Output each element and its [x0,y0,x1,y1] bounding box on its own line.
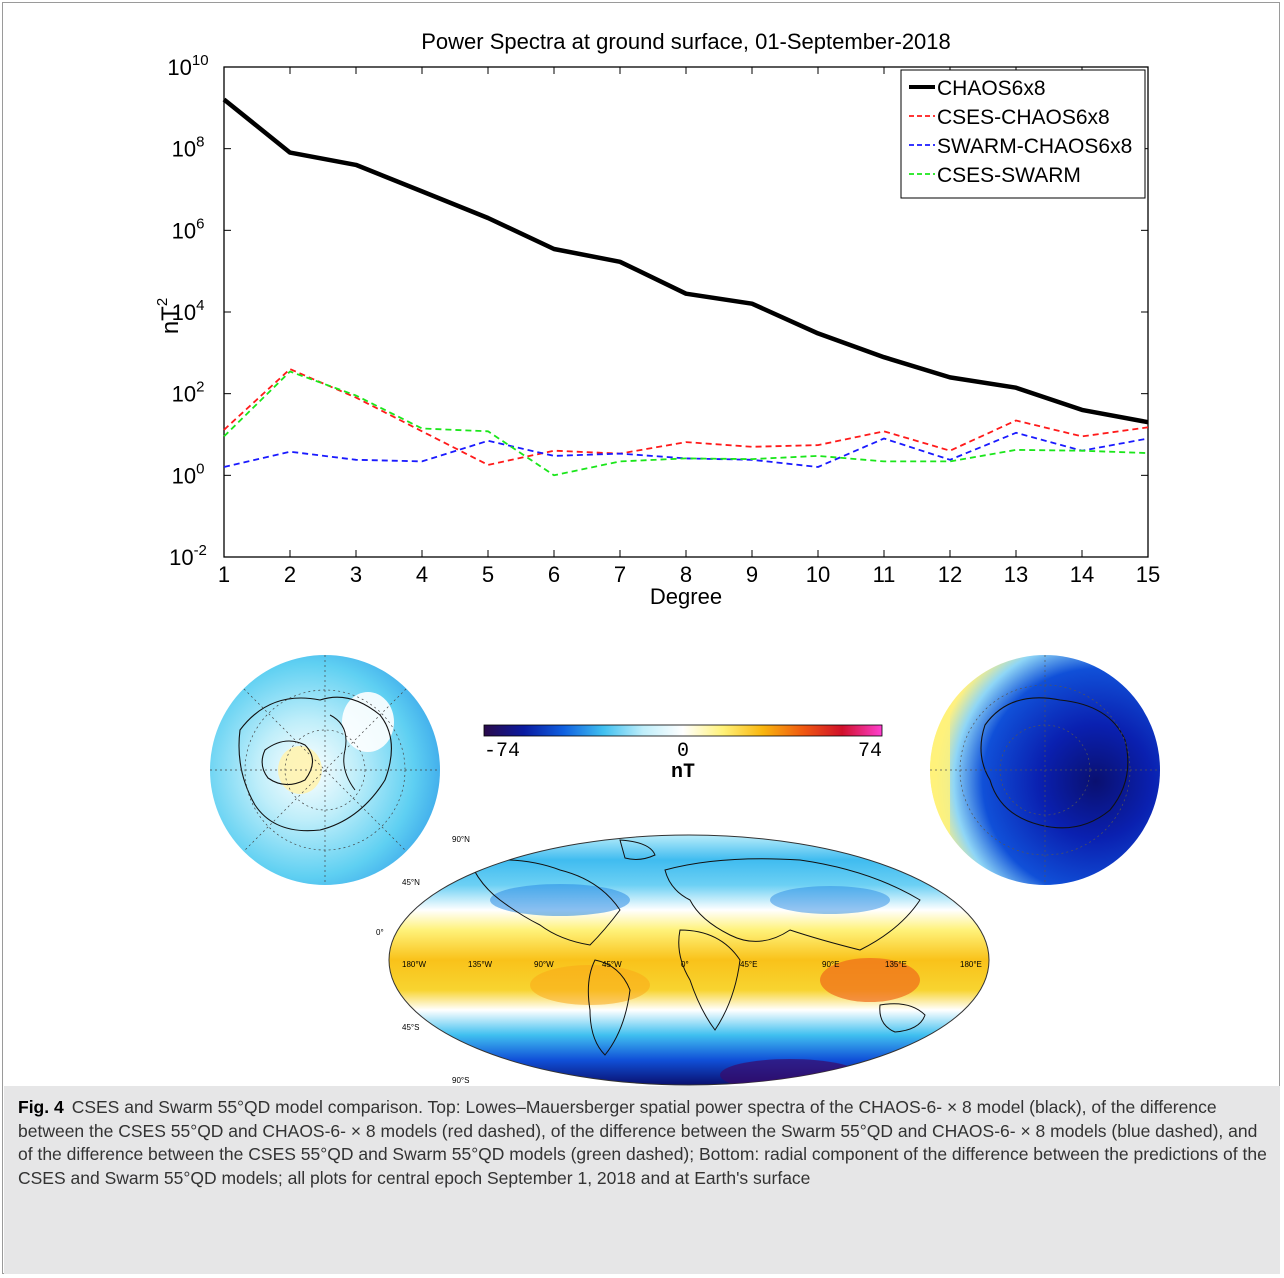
x-tick-label: 7 [614,562,626,587]
lon-label-135w: 135°W [468,960,493,969]
caption-background [4,1086,1280,1274]
legend-box [900,69,1146,199]
y-tick-labels: 10-2 100 102 104 106 108 1010 [167,52,1148,570]
x-tick-label: 3 [350,562,362,587]
south-polar-map [930,655,1160,885]
x-tick-label: 6 [548,562,560,587]
y-tick-label: 1010 [167,52,208,80]
x-tick-label: 13 [1004,562,1028,587]
x-tick-label: 10 [806,562,830,587]
colorbar-unit-label: nT [671,761,695,784]
figure-caption: Fig. 4 CSES and Swarm 55°QD model compari… [18,1096,1268,1190]
chart-title: Power Spectra at ground surface, 01-Sept… [421,29,951,54]
lat-label-90n: 90°N [452,835,470,844]
legend-label: CSES-SWARM [937,164,1081,187]
x-axis-label: Degree [650,584,722,609]
x-tick-label: 4 [416,562,428,587]
lon-label-180e: 180°E [960,960,982,969]
lat-label-45n: 45°N [402,878,420,887]
legend: CHAOS6x8 CSES-CHAOS6x8 SWARM-CHAOS6x8 CSES-… [900,69,1146,199]
colorbar: -74 0 74 nT [483,724,883,784]
north-polar-map [210,655,440,885]
series-lines [222,97,1149,477]
x-tick-label: 2 [284,562,296,587]
series-line-swarm-chaos6x8 [223,431,1149,468]
lat-label-90s: 90°S [452,1076,469,1085]
map-panel: -74 0 74 nT 180°W 135°W 90°W 45°W 0° 45°… [210,655,1160,1086]
y-axis-label: nT2 [154,298,184,334]
series-line-cses-swarm [223,370,1149,477]
x-tick-label: 9 [746,562,758,587]
lon-label-45e: 45°E [740,960,757,969]
lat-label-0: 0° [376,928,384,937]
lat-label-45s: 45°S [402,1023,419,1032]
lon-label-180w: 180°W [402,960,427,969]
legend-label: SWARM-CHAOS6x8 [937,135,1132,158]
colorbar-max-label: 74 [858,740,882,763]
colorbar-mid-label: 0 [677,740,689,763]
legend-label: CSES-CHAOS6x8 [937,106,1110,129]
y-tick-label: 102 [172,379,205,407]
y-tick-label: 108 [172,134,205,162]
caption-label: Fig. 4 [18,1097,64,1117]
legend-label: CHAOS6x8 [937,77,1046,100]
lon-label-45w: 45°W [602,960,622,969]
plot-area [223,66,1149,558]
x-tick-label: 14 [1070,562,1094,587]
lon-label-90e: 90°E [822,960,839,969]
power-spectra-chart: Power Spectra at ground surface, 01-Sept… [154,29,1160,609]
x-tick-label: 5 [482,562,494,587]
x-tick-label: 12 [938,562,962,587]
y-tick-label: 106 [172,215,205,243]
y-tick-label: 10-2 [169,542,207,570]
lon-label-0: 0° [681,960,689,969]
lon-label-135e: 135°E [885,960,907,969]
y-tick-label: 100 [172,460,205,488]
x-tick-label: 15 [1136,562,1160,587]
x-tick-label: 8 [680,562,692,587]
y-axis-label-group: nT2 [154,298,184,334]
world-map: 180°W 135°W 90°W 45°W 0° 45°E 90°E 135°E… [376,834,990,1086]
series-line-chaos6x8 [222,97,1149,425]
caption-text: CSES and Swarm 55°QD model comparison. T… [18,1097,1267,1188]
x-tick-label: 11 [873,562,896,587]
y-tick-label: 104 [172,297,205,325]
colorbar-min-label: -74 [484,740,520,763]
series-line-cses-chaos6x8 [223,368,1149,466]
x-tick-labels: 1 2 3 4 5 6 7 8 9 10 11 12 13 14 15 [218,67,1160,587]
x-tick-label: 1 [218,562,230,587]
lon-label-90w: 90°W [534,960,554,969]
